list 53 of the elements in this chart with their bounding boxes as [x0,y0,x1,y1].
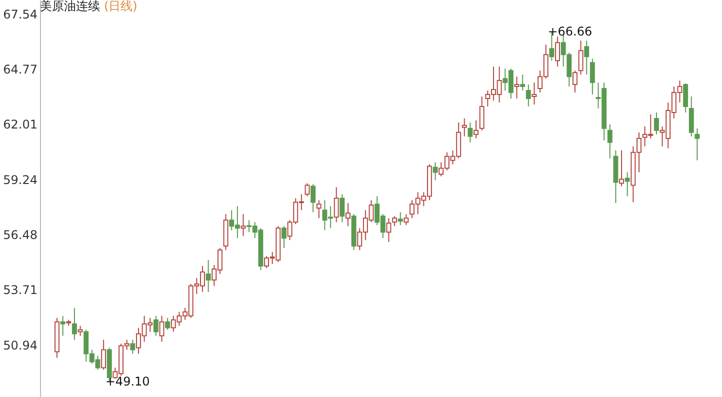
y-tick-label: 50.94 [3,338,38,352]
annotation: +49.10 [105,374,150,389]
candlestick [282,226,286,249]
candlestick [130,339,136,354]
y-tick-label: 64.77 [3,62,38,77]
y-tick-label: 56.48 [3,228,38,242]
candlestick [619,150,624,187]
candlestick [462,118,467,137]
candlestick [159,315,164,342]
candlestick [683,83,688,113]
candlestick [78,325,83,336]
chart-subtitle: (日线) [104,0,138,13]
candlestick [60,315,66,336]
candlestick [310,184,316,213]
candlestick [153,315,158,336]
candlestick [520,74,526,92]
candlestick [432,162,438,181]
candlestick [555,36,560,68]
candlestick [340,194,345,223]
candlestick [206,260,211,292]
candlestick [240,214,246,237]
candlestick [584,40,590,76]
candlestick [572,70,578,94]
candlestick [532,82,537,105]
annotation: +66.66 [548,24,592,39]
candlestick [654,112,659,135]
candlestick [165,317,170,330]
candlestick [398,212,403,226]
candlestick [386,218,392,243]
candlestick [392,216,398,227]
chart-title: 美原油连续 [40,0,100,13]
candlestick [578,40,584,76]
y-tick-label: 67.54 [3,7,38,22]
candlestick [316,200,322,219]
candlestick [694,128,700,161]
candlestick [304,182,310,197]
candlestick [479,96,484,131]
candlestick [334,186,339,223]
candlestick [688,96,694,137]
candlestick [474,120,479,139]
candlestick [346,202,350,227]
candlestick [468,122,473,143]
candlestick [526,84,531,107]
y-tick-label: 59.24 [3,172,38,187]
candlestick [624,172,630,197]
candlestick [607,124,612,159]
candlestick [72,307,77,340]
candlestick [514,76,520,99]
y-tick-label: 62.01 [3,118,38,132]
candlestick [590,58,595,96]
candlestick [404,214,409,226]
candlestick [101,339,106,370]
y-tick-label: 53.71 [3,283,38,298]
